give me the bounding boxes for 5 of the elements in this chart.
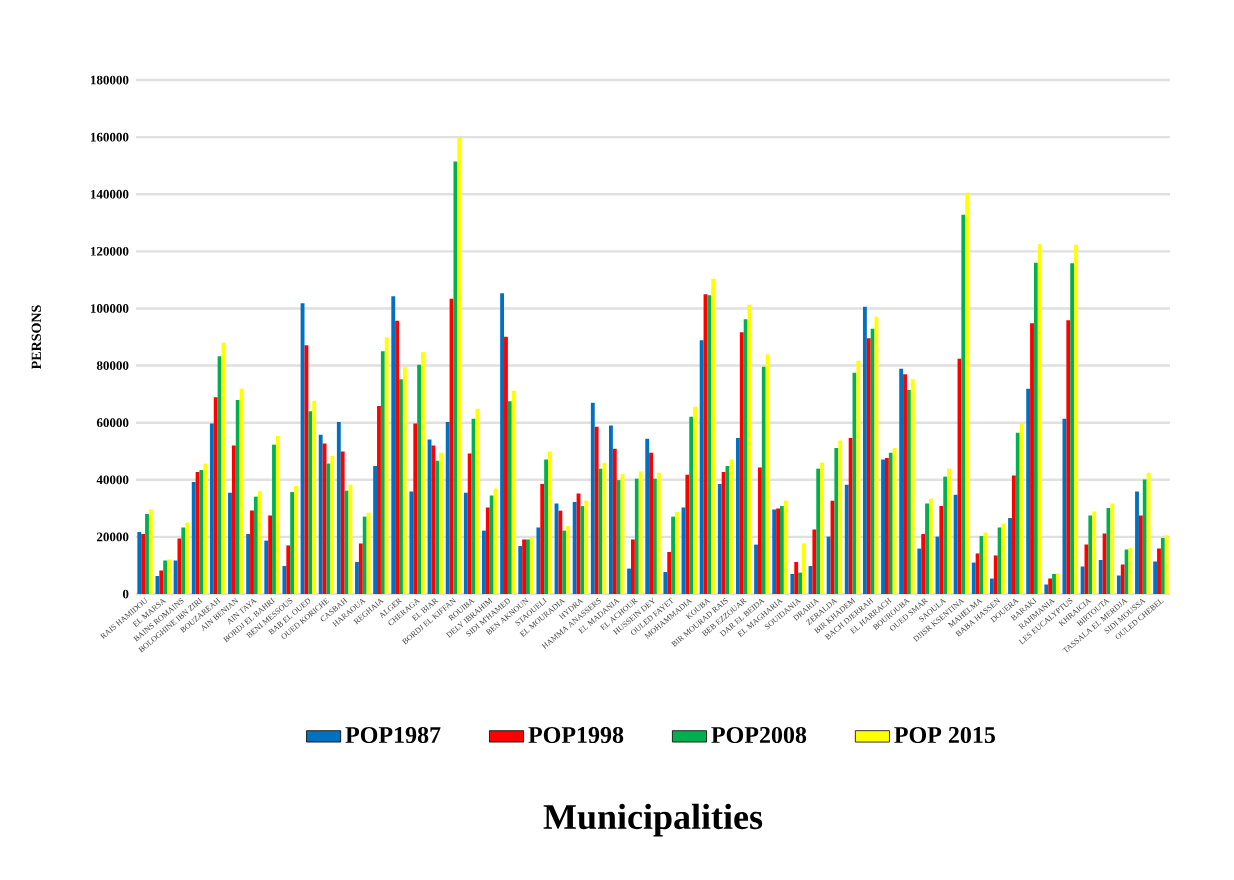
legend-label: POP1998 [528, 726, 624, 744]
x-axis-title: Municipalities [543, 803, 763, 837]
legend-label: POP 2015 [894, 726, 995, 744]
legend-label: POP1987 [345, 726, 441, 744]
legend-label: POP2008 [711, 726, 807, 744]
